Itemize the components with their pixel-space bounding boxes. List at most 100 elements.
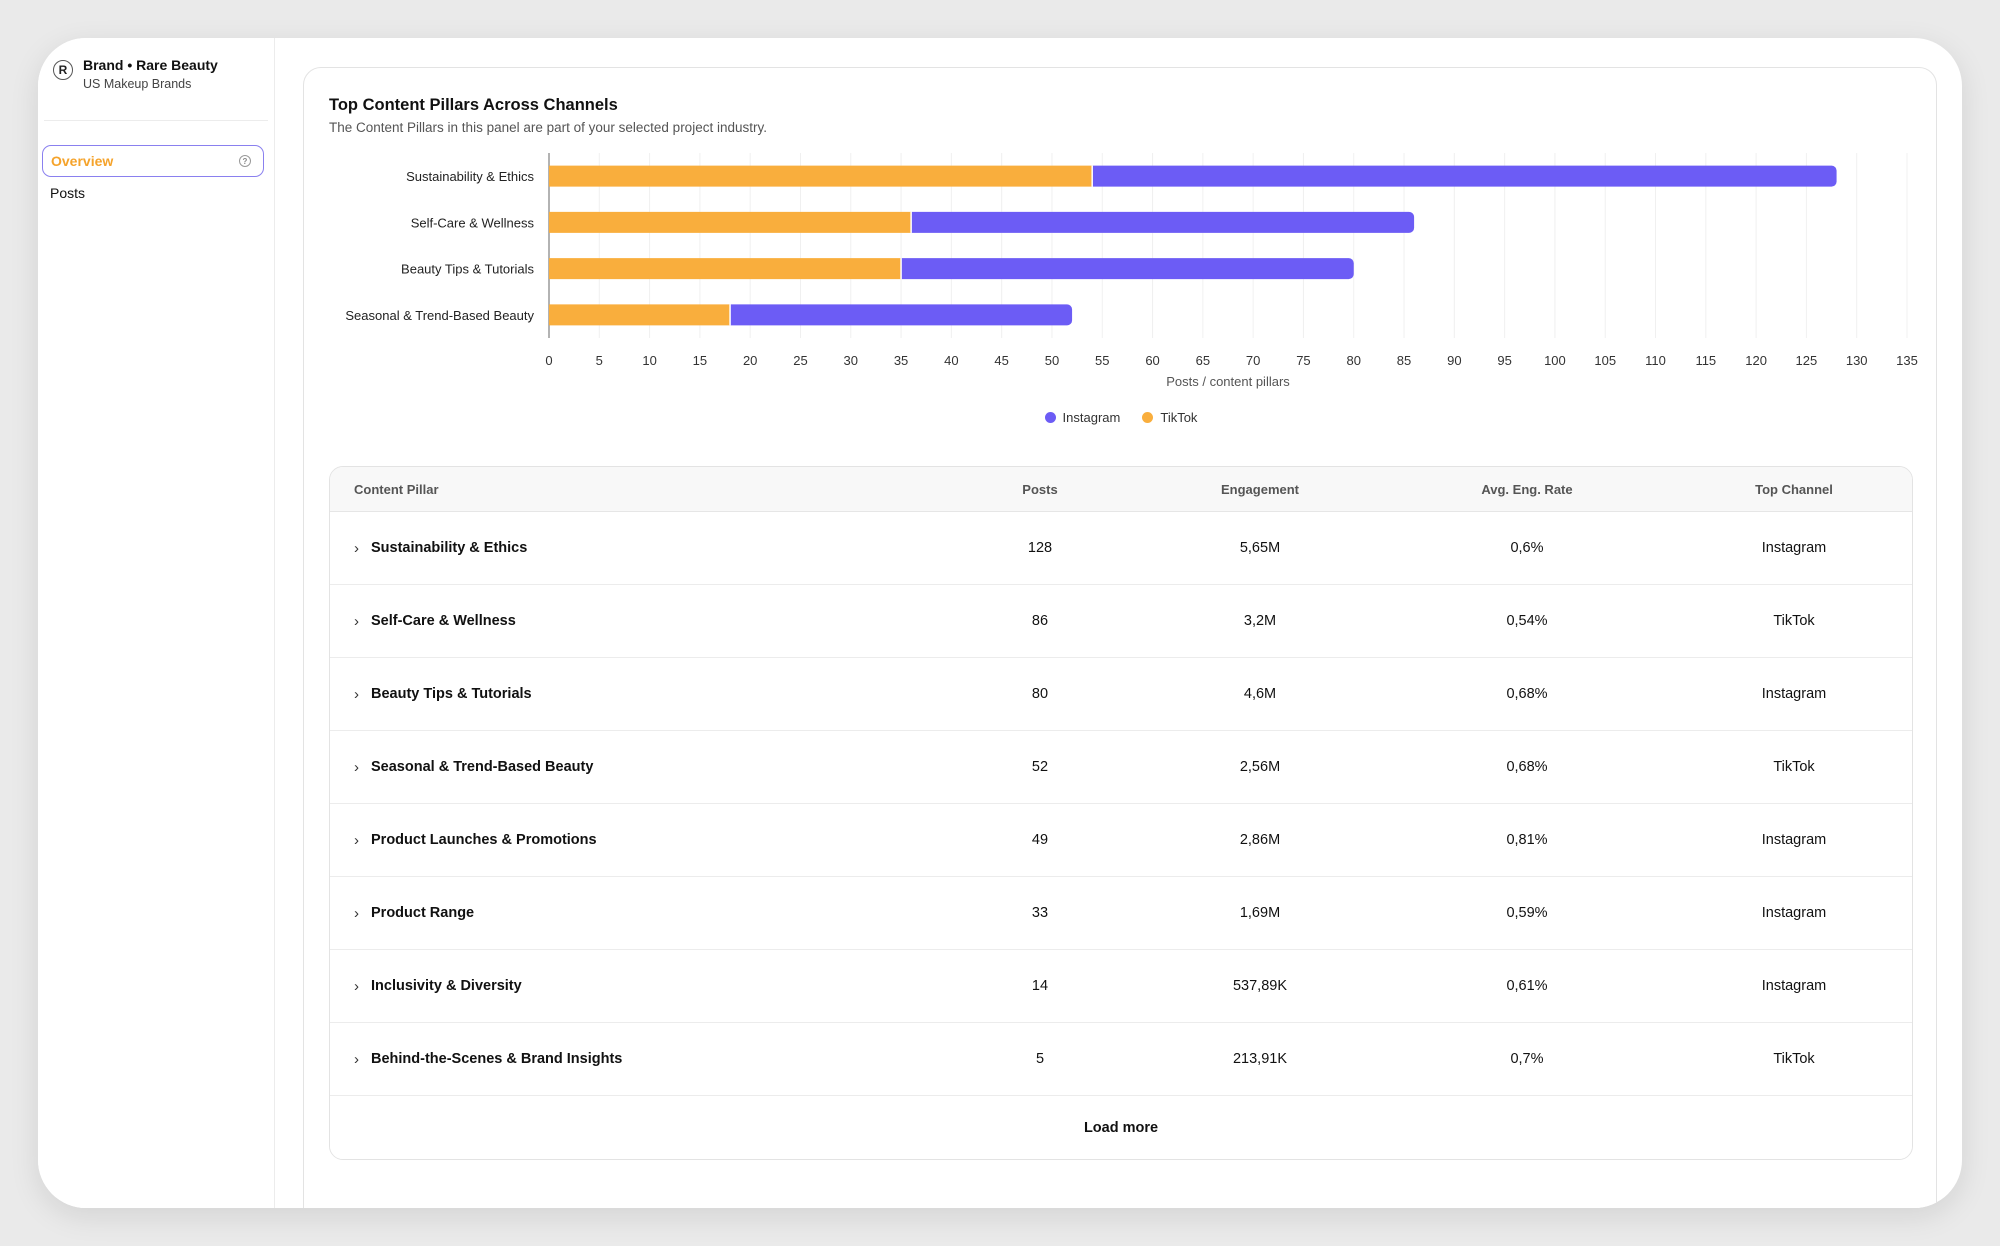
column-header-top-channel[interactable]: Top Channel <box>1755 481 1833 497</box>
posts-cell: 33 <box>1031 905 1049 921</box>
brand-switcher[interactable]: R Brand • Rare Beauty US Makeup Brands <box>48 55 272 105</box>
chevron-right-icon[interactable]: › <box>354 758 359 776</box>
chevron-right-icon[interactable]: › <box>354 904 359 922</box>
pillar-cell: › Beauty Tips & Tutorials <box>354 658 532 730</box>
pillar-name: Product Launches & Promotions <box>371 832 597 848</box>
table-row[interactable]: › Product Range 33 1,69M 0,59% Instagram <box>330 877 1912 950</box>
sidebar-item-label: Posts <box>50 185 86 201</box>
bar-instagram <box>726 304 1073 326</box>
channel-cell: TikTok <box>1773 613 1815 629</box>
legend-item-instagram[interactable]: Instagram <box>1044 410 1121 425</box>
legend-swatch-tiktok <box>1142 412 1154 423</box>
pillar-name: Seasonal & Trend-Based Beauty <box>371 759 594 775</box>
channel-cell: TikTok <box>1773 1051 1815 1067</box>
table-row[interactable]: › Self-Care & Wellness 86 3,2M 0,54% TikT… <box>330 585 1912 658</box>
sidebar-item-label: Overview <box>51 153 114 169</box>
y-tick-label: Self-Care & Wellness <box>411 215 535 230</box>
chevron-right-icon[interactable]: › <box>354 1050 359 1068</box>
sidebar-item-overview[interactable]: Overview ? <box>42 145 264 177</box>
stacked-bar-chart: 0 5 10 15 20 25 30 35 40 45 50 55 60 65 70 75 80 85 90 95 10… <box>345 153 1918 389</box>
x-axis-label: Posts / content pillars <box>1166 374 1290 389</box>
legend-label: Instagram <box>1062 410 1121 425</box>
rate-cell: 0,59% <box>1506 905 1548 921</box>
column-header-engagement[interactable]: Engagement <box>1220 481 1299 497</box>
engagement-cell: 2,86M <box>1239 832 1281 848</box>
chevron-right-icon[interactable]: › <box>354 539 359 557</box>
posts-cell: 80 <box>1031 686 1049 702</box>
x-tick-label: 70 <box>1246 353 1260 368</box>
x-tick-label: 45 <box>994 353 1008 368</box>
chevron-right-icon[interactable]: › <box>354 831 359 849</box>
x-tick-label: 120 <box>1745 353 1767 368</box>
pillar-name: Sustainability & Ethics <box>371 540 528 556</box>
x-tick-label: 10 <box>642 353 656 368</box>
bar-instagram <box>907 211 1415 233</box>
channel-cell: TikTok <box>1773 759 1815 775</box>
engagement-cell: 213,91K <box>1232 1051 1288 1067</box>
x-tick-label: 55 <box>1095 353 1109 368</box>
x-tick-label: 30 <box>844 353 858 368</box>
posts-cell: 86 <box>1031 613 1049 629</box>
rate-cell: 0,6% <box>1510 540 1544 556</box>
rate-cell: 0,68% <box>1506 759 1548 775</box>
app-window: R Brand • Rare Beauty US Makeup Brands O… <box>38 38 1962 1208</box>
y-tick-label: Sustainability & Ethics <box>406 169 534 184</box>
rate-cell: 0,68% <box>1506 686 1548 702</box>
legend-item-tiktok[interactable]: TikTok <box>1142 410 1197 425</box>
y-tick-label: Beauty Tips & Tutorials <box>401 262 534 277</box>
chart-legend: Instagram TikTok <box>304 410 1938 425</box>
rate-cell: 0,81% <box>1506 832 1548 848</box>
column-header-content-pillar[interactable]: Content Pillar <box>354 481 439 497</box>
table-row[interactable]: › Inclusivity & Diversity 14 537,89K 0,61… <box>330 950 1912 1023</box>
brand-avatar: R <box>53 60 73 80</box>
chevron-right-icon[interactable]: › <box>354 977 359 995</box>
table-row[interactable]: › Behind-the-Scenes & Brand Insights 5 21… <box>330 1023 1912 1096</box>
channel-cell: Instagram <box>1761 686 1827 702</box>
load-more-button[interactable]: Load more <box>330 1097 1912 1159</box>
column-header-posts[interactable]: Posts <box>1022 481 1058 497</box>
engagement-cell: 537,89K <box>1232 978 1288 994</box>
table-row[interactable]: › Seasonal & Trend-Based Beauty 52 2,56M … <box>330 731 1912 804</box>
chevron-right-icon[interactable]: › <box>354 612 359 630</box>
bar-tiktok <box>549 304 731 326</box>
channel-cell: Instagram <box>1761 832 1827 848</box>
x-tick-label: 5 <box>596 353 603 368</box>
posts-cell: 5 <box>1035 1051 1045 1067</box>
sidebar: R Brand • Rare Beauty US Makeup Brands O… <box>38 38 275 1208</box>
x-tick-label: 40 <box>944 353 958 368</box>
x-tick-label: 60 <box>1145 353 1159 368</box>
engagement-cell: 1,69M <box>1239 905 1281 921</box>
bar-tiktok <box>549 165 1093 187</box>
pillar-name: Product Range <box>371 905 475 921</box>
posts-cell: 14 <box>1031 978 1049 994</box>
x-tick-label: 35 <box>894 353 908 368</box>
x-tick-label: 80 <box>1347 353 1361 368</box>
panel-title: Top Content Pillars Across Channels <box>329 96 618 114</box>
bar-tiktok <box>549 258 902 280</box>
pillar-cell: › Self-Care & Wellness <box>354 585 516 657</box>
help-icon[interactable]: ? <box>239 155 251 167</box>
x-tick-label: 100 <box>1544 353 1566 368</box>
x-tick-label: 50 <box>1045 353 1059 368</box>
sidebar-item-posts[interactable]: Posts <box>42 177 264 209</box>
brand-subtitle: US Makeup Brands <box>83 77 192 91</box>
engagement-cell: 5,65M <box>1239 540 1281 556</box>
chevron-right-icon[interactable]: › <box>354 685 359 703</box>
x-tick-label: 105 <box>1594 353 1616 368</box>
column-header-avg-eng-rate[interactable]: Avg. Eng. Rate <box>1481 481 1573 497</box>
y-tick-label: Seasonal & Trend-Based Beauty <box>345 308 534 323</box>
table-row[interactable]: › Product Launches & Promotions 49 2,86M … <box>330 804 1912 877</box>
panel-subtitle: The Content Pillars in this panel are pa… <box>329 120 767 135</box>
bar-tiktok <box>549 211 912 233</box>
x-tick-label: 110 <box>1645 353 1666 368</box>
channel-cell: Instagram <box>1761 540 1827 556</box>
bar-instagram <box>897 258 1354 280</box>
pillar-name: Self-Care & Wellness <box>371 613 516 629</box>
x-tick-label: 125 <box>1796 353 1818 368</box>
x-tick-label: 75 <box>1296 353 1310 368</box>
channel-cell: Instagram <box>1761 905 1827 921</box>
engagement-cell: 3,2M <box>1243 613 1277 629</box>
table-row[interactable]: › Beauty Tips & Tutorials 80 4,6M 0,68% I… <box>330 658 1912 731</box>
table-row[interactable]: › Sustainability & Ethics 128 5,65M 0,6% … <box>330 512 1912 585</box>
table-header: Content Pillar Posts Engagement Avg. Eng… <box>330 467 1912 512</box>
